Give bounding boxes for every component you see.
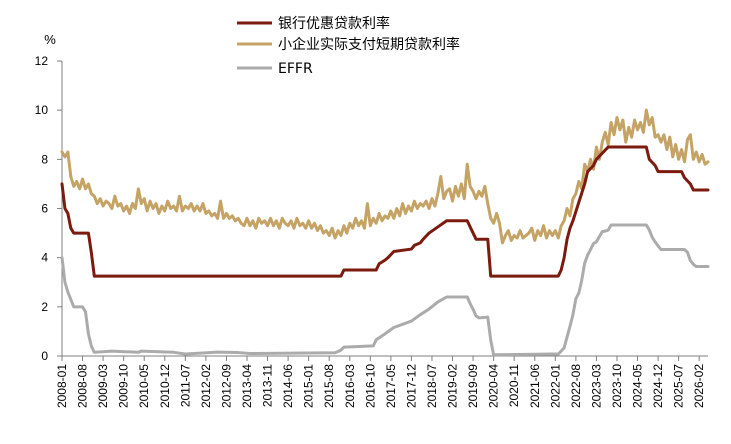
x-axis: 2008-01 2008-08 2009-03 2009-10 2010-05 2010-… bbox=[55, 355, 708, 408]
x-tick-label: 2024-12 bbox=[651, 364, 665, 408]
x-tick-label: 2021-06 bbox=[528, 364, 542, 408]
x-tick-label: 2020-11 bbox=[507, 364, 521, 407]
x-tick-label: 2011-07 bbox=[178, 364, 192, 407]
x-tick-label: 2009-03 bbox=[96, 364, 110, 408]
y-axis-unit-label: % bbox=[44, 32, 56, 47]
x-tick-label: 2019-09 bbox=[466, 364, 480, 408]
legend-label: 小企业实际支付短期贷款利率 bbox=[278, 36, 460, 53]
x-tick-label: 2019-02 bbox=[446, 364, 460, 408]
x-tick-label: 2023-03 bbox=[589, 364, 603, 408]
x-tick-label: 2008-08 bbox=[76, 364, 90, 408]
x-tick-label: 2013-11 bbox=[261, 364, 275, 407]
y-tick-label: 8 bbox=[41, 152, 48, 166]
series-line-2 bbox=[60, 223, 710, 357]
series-line-1 bbox=[60, 108, 710, 245]
x-tick-label: 2014-06 bbox=[281, 364, 295, 408]
x-tick-label: 2022-08 bbox=[569, 364, 583, 408]
x-tick-label: 2025-07 bbox=[672, 364, 686, 408]
x-tick-label: 2009-10 bbox=[117, 364, 131, 408]
x-tick-label: 2015-08 bbox=[322, 364, 336, 408]
x-tick-label: 2022-01 bbox=[548, 364, 562, 408]
x-tick-label: 2016-10 bbox=[363, 364, 377, 408]
y-tick-label: 4 bbox=[41, 251, 48, 265]
y-tick-label: 10 bbox=[35, 103, 49, 117]
x-tick-label: 2026-02 bbox=[692, 364, 706, 408]
x-tick-label: 2010-05 bbox=[137, 364, 151, 408]
x-tick-label: 2012-02 bbox=[199, 364, 213, 408]
y-axis: 0 2 4 6 8 10 12 bbox=[35, 54, 63, 363]
x-tick-label: 2012-09 bbox=[219, 364, 233, 408]
x-tick-label: 2013-04 bbox=[240, 364, 254, 408]
legend-label: EFFR bbox=[278, 61, 313, 77]
x-tick-label: 2023-10 bbox=[610, 364, 624, 408]
x-tick-label: 2016-03 bbox=[343, 364, 357, 408]
y-tick-label: 2 bbox=[41, 300, 48, 314]
series-layer bbox=[60, 108, 710, 357]
y-tick-label: 0 bbox=[41, 349, 48, 363]
x-tick-label: 2010-12 bbox=[158, 364, 172, 408]
y-tick-label: 12 bbox=[35, 54, 49, 68]
x-tick-label: 2008-01 bbox=[55, 364, 69, 408]
x-tick-label: 2017-05 bbox=[384, 364, 398, 408]
x-tick-label: 2024-05 bbox=[631, 364, 645, 408]
y-tick-label: 6 bbox=[41, 202, 48, 216]
x-tick-label: 2017-12 bbox=[404, 364, 418, 408]
legend-label: 银行优惠贷款利率 bbox=[278, 15, 390, 32]
x-tick-label: 2020-04 bbox=[487, 364, 501, 408]
x-tick-label: 2018-07 bbox=[425, 364, 439, 408]
series-line-0 bbox=[60, 145, 710, 278]
x-tick-label: 2015-01 bbox=[302, 364, 316, 408]
